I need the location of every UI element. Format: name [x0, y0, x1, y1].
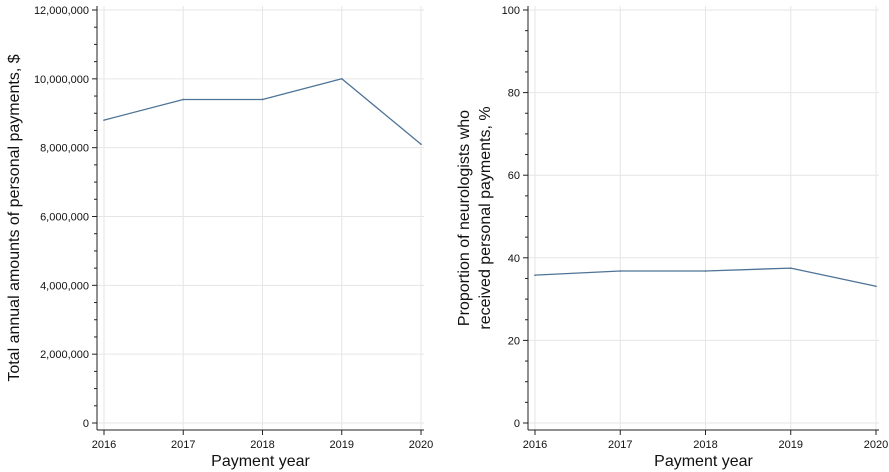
chart-1-x-tick-label-4: 2020 [409, 439, 433, 451]
chart-1-y-tick-label-2: 4,000,000 [40, 280, 89, 292]
chart-2-data-point-2 [704, 270, 707, 272]
chart-2-data-point-4 [875, 285, 877, 288]
chart-1-y-tick-label-3: 6,000,000 [40, 212, 89, 224]
chart-2-x-tick-label-2: 2018 [693, 439, 717, 451]
chart-1-data-point-2 [261, 98, 264, 101]
chart-2-y-axis-title-line-1: Proportion of neurologists who [456, 110, 473, 326]
chart-1-x-tick-label-2: 2018 [250, 439, 274, 451]
chart-2-y-tick-label-0: 0 [514, 418, 520, 430]
chart-2-x-tick-label-3: 2019 [779, 439, 803, 451]
chart-1-x-axis-title: Payment year [211, 453, 310, 470]
chart-2-y-tick-label-2: 40 [508, 253, 520, 265]
chart-2-data-point-3 [789, 267, 792, 269]
chart-2-y-tick-label-4: 80 [508, 88, 520, 100]
chart-1-data-point-3 [340, 78, 343, 80]
chart-1-data-point-0 [103, 119, 105, 121]
chart-1-y-axis-title: Total annual amounts of personal payment… [6, 54, 23, 381]
chart-2-x-axis-title: Payment year [654, 453, 753, 470]
chart-1-y-tick-label-0: 0 [83, 418, 89, 430]
chart-1-x-tick-label-3: 2019 [330, 439, 354, 451]
chart-1-data-point-1 [182, 98, 185, 101]
chart-1-x-tick-label-1: 2017 [171, 439, 195, 451]
chart-2-y-tick-label-3: 60 [508, 170, 520, 182]
chart-2-x-tick-label-0: 2016 [523, 439, 547, 451]
chart-1-y-tick-label-6: 12,000,000 [34, 5, 89, 17]
chart-2-y-tick-label-5: 100 [502, 5, 520, 17]
chart-2-x-tick-label-4: 2020 [864, 439, 888, 451]
chart-2-x-tick-label-1: 2017 [608, 439, 632, 451]
chart-2-y-tick-label-1: 20 [508, 335, 520, 347]
chart-2-y-axis-title-line-2: received personal payments, % [477, 106, 494, 329]
chart-1-y-tick-label-1: 2,000,000 [40, 349, 89, 361]
chart-1-data-point-4 [420, 143, 422, 146]
chart-1-x-tick-label-0: 2016 [92, 439, 116, 451]
chart-1-y-tick-label-5: 10,000,000 [34, 74, 89, 86]
chart-1-y-tick-label-4: 8,000,000 [40, 143, 89, 155]
chart-2-data-point-0 [534, 274, 536, 276]
chart-2-data-point-1 [619, 270, 622, 272]
